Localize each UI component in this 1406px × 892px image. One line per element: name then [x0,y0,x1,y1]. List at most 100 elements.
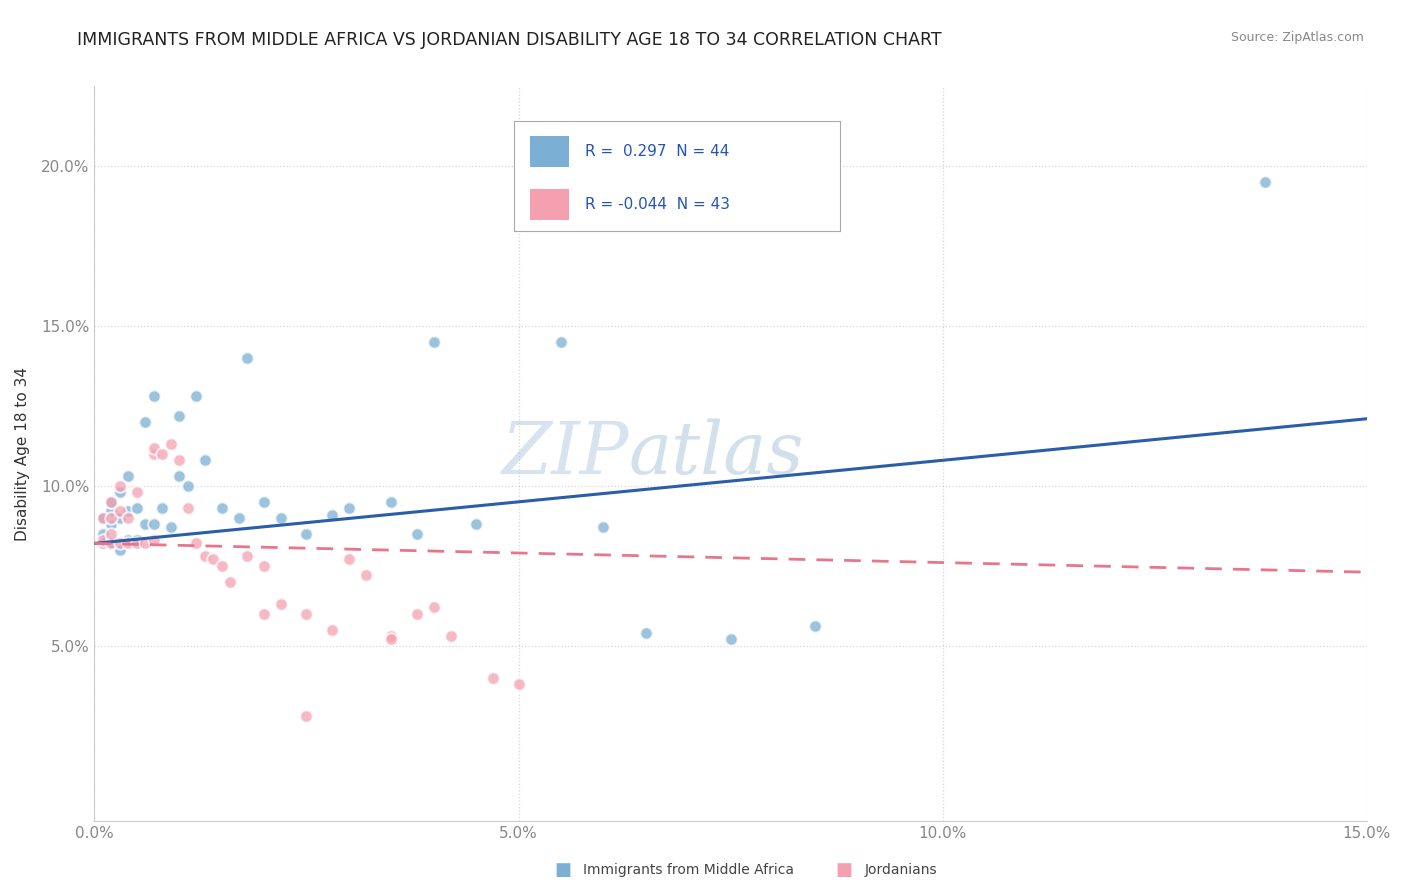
Point [354,568,377,582]
Text: ■: ■ [835,861,852,879]
Point [440,629,463,643]
Point [100,526,122,541]
Point [295,709,318,723]
Point [211,558,233,573]
Point [100,504,122,518]
Point [108,542,131,557]
Y-axis label: Disability Age 18 to 34: Disability Age 18 to 34 [15,367,30,541]
Point [91,533,114,548]
Point [405,526,427,541]
Point [482,671,505,685]
Point [194,453,217,467]
Point [100,495,122,509]
Point [550,334,572,349]
Point [465,517,488,532]
Point [125,485,148,500]
Point [405,607,427,621]
Text: ■: ■ [554,861,571,879]
Point [337,501,360,516]
Point [100,511,122,525]
Point [176,501,198,516]
Point [167,453,190,467]
Point [176,479,198,493]
Point [236,549,259,564]
Text: Jordanians: Jordanians [865,863,938,877]
Point [186,536,208,550]
Point [150,501,173,516]
Point [295,526,318,541]
Point [228,511,250,525]
Point [108,504,131,518]
Text: Source: ZipAtlas.com: Source: ZipAtlas.com [1230,31,1364,45]
Point [125,501,148,516]
Point [117,504,139,518]
Point [100,536,122,550]
Text: IMMIGRANTS FROM MIDDLE AFRICA VS JORDANIAN DISABILITY AGE 18 TO 34 CORRELATION C: IMMIGRANTS FROM MIDDLE AFRICA VS JORDANI… [77,31,942,49]
Point [100,517,122,532]
Text: R = -0.044  N = 43: R = -0.044 N = 43 [585,197,731,211]
Point [125,533,148,548]
Text: ZIP: ZIP [502,418,628,489]
Point [91,536,114,550]
Point [592,520,614,534]
Point [422,334,444,349]
Point [91,536,114,550]
Point [100,536,122,550]
Point [253,495,276,509]
Point [720,632,742,647]
Bar [530,189,569,219]
Text: Immigrants from Middle Africa: Immigrants from Middle Africa [583,863,794,877]
Point [125,536,148,550]
Point [159,437,181,451]
Point [167,469,190,483]
Point [91,511,114,525]
Point [117,511,139,525]
Point [186,389,208,403]
Point [1254,175,1277,189]
Point [337,552,360,566]
Point [108,479,131,493]
Point [100,495,122,509]
Point [150,447,173,461]
Point [321,508,343,522]
Point [134,517,156,532]
Point [380,495,402,509]
Point [142,533,165,548]
Point [295,607,318,621]
Point [194,549,217,564]
Point [804,619,827,633]
Point [236,351,259,365]
Point [380,632,402,647]
Point [117,469,139,483]
Point [380,629,402,643]
Point [167,409,190,423]
Point [142,389,165,403]
Point [253,558,276,573]
Point [211,501,233,516]
Point [321,623,343,637]
Point [253,607,276,621]
Bar [530,136,569,167]
Point [270,511,292,525]
Text: atlas: atlas [628,418,804,489]
Point [142,447,165,461]
Point [270,597,292,611]
Point [117,536,139,550]
Point [634,626,657,640]
Point [117,533,139,548]
Point [108,485,131,500]
Point [134,415,156,429]
Point [108,511,131,525]
Point [422,600,444,615]
Point [159,520,181,534]
Point [91,526,114,541]
Point [202,552,225,566]
Text: R =  0.297  N = 44: R = 0.297 N = 44 [585,144,730,159]
Point [134,536,156,550]
Point [108,536,131,550]
Point [91,511,114,525]
Point [142,441,165,455]
Point [508,677,530,691]
Point [219,574,242,589]
Point [142,517,165,532]
